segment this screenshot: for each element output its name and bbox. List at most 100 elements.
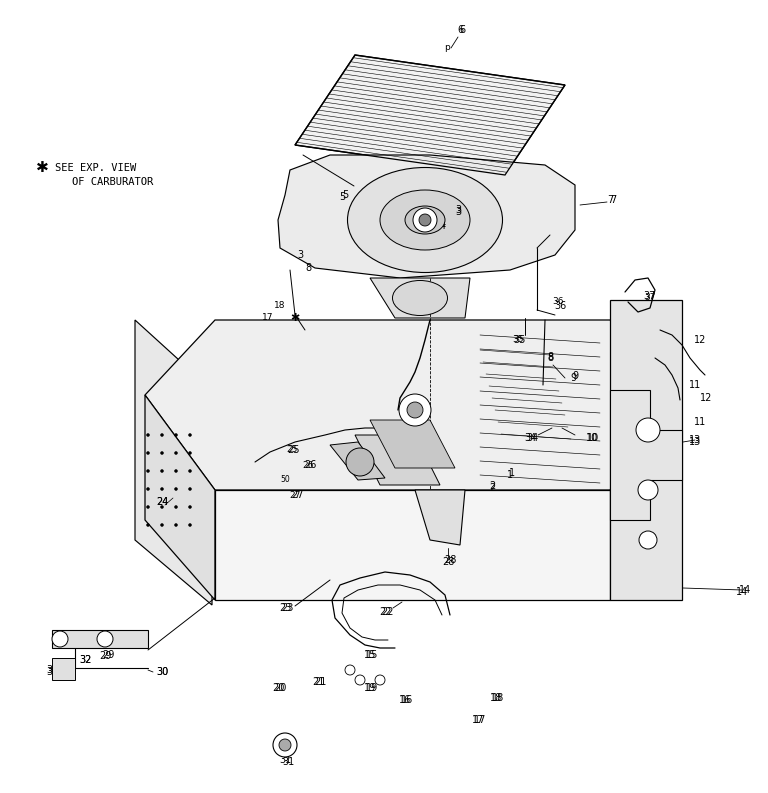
Polygon shape (370, 420, 455, 468)
Circle shape (188, 434, 191, 436)
Text: 18: 18 (490, 693, 502, 703)
Text: 17: 17 (472, 715, 484, 725)
Text: 9: 9 (572, 371, 578, 381)
Text: 20: 20 (274, 683, 286, 693)
Text: 11: 11 (694, 417, 706, 427)
Text: 6: 6 (459, 25, 465, 35)
Text: 17: 17 (262, 313, 273, 323)
Polygon shape (215, 490, 610, 600)
Text: 36: 36 (554, 301, 566, 311)
Circle shape (174, 505, 177, 508)
Text: p: p (444, 43, 450, 52)
Circle shape (161, 451, 164, 454)
Circle shape (188, 451, 191, 454)
Text: 23: 23 (279, 603, 291, 613)
Text: 15: 15 (366, 650, 378, 660)
Circle shape (638, 480, 658, 500)
Text: 26: 26 (304, 460, 316, 470)
Circle shape (161, 434, 164, 436)
Circle shape (147, 469, 150, 473)
Text: 31: 31 (279, 755, 291, 765)
Text: 29: 29 (99, 651, 111, 661)
Text: ✱: ✱ (35, 160, 48, 175)
Circle shape (188, 469, 191, 473)
Text: 20: 20 (272, 683, 284, 693)
Polygon shape (355, 435, 440, 485)
Text: 4: 4 (440, 219, 446, 229)
Text: 25: 25 (286, 446, 298, 454)
Text: 7: 7 (610, 195, 616, 205)
Circle shape (355, 675, 365, 685)
Circle shape (636, 418, 660, 442)
Text: 13: 13 (689, 435, 701, 445)
Text: 13: 13 (689, 437, 701, 447)
Text: 6: 6 (457, 25, 463, 35)
Circle shape (147, 505, 150, 508)
Text: 8: 8 (547, 353, 553, 363)
Text: 32: 32 (80, 655, 92, 665)
Text: 19: 19 (364, 683, 376, 693)
Text: 30: 30 (156, 667, 168, 677)
Circle shape (161, 523, 164, 527)
Ellipse shape (405, 206, 445, 234)
Text: 18: 18 (492, 693, 504, 703)
Circle shape (188, 488, 191, 491)
Text: 10: 10 (586, 433, 598, 443)
Polygon shape (610, 390, 682, 520)
Circle shape (174, 488, 177, 491)
Circle shape (297, 330, 317, 350)
Text: 5: 5 (339, 192, 345, 202)
Text: 3: 3 (297, 250, 303, 260)
Text: 1: 1 (507, 470, 513, 480)
Text: 9: 9 (570, 373, 576, 383)
Text: 18: 18 (274, 301, 286, 309)
Text: 27: 27 (290, 491, 301, 500)
Text: 21: 21 (312, 677, 324, 687)
Circle shape (273, 733, 297, 757)
Polygon shape (610, 300, 682, 600)
Circle shape (419, 214, 431, 226)
Circle shape (188, 505, 191, 508)
Text: 37: 37 (644, 293, 656, 302)
Text: 16: 16 (401, 695, 413, 705)
Circle shape (52, 631, 68, 647)
Circle shape (346, 448, 374, 476)
Polygon shape (145, 320, 680, 490)
Polygon shape (52, 630, 148, 648)
Text: 22: 22 (381, 607, 393, 617)
Text: 35: 35 (514, 335, 526, 345)
Polygon shape (370, 278, 470, 318)
Text: 17: 17 (474, 715, 486, 725)
Text: 31: 31 (282, 757, 294, 767)
Circle shape (279, 739, 291, 751)
Text: 34: 34 (526, 433, 538, 443)
Text: 24: 24 (156, 497, 168, 507)
Text: 33: 33 (46, 667, 58, 677)
Text: 27: 27 (292, 490, 304, 500)
Ellipse shape (380, 190, 470, 250)
Polygon shape (52, 658, 75, 680)
Circle shape (161, 505, 164, 508)
Text: 35: 35 (512, 335, 524, 344)
Text: 14: 14 (739, 585, 751, 595)
Text: 3: 3 (455, 207, 461, 217)
Text: 32: 32 (79, 655, 91, 665)
Text: ✱: ✱ (290, 313, 300, 323)
Circle shape (399, 394, 431, 426)
Circle shape (147, 434, 150, 436)
Text: OF CARBURATOR: OF CARBURATOR (72, 177, 154, 187)
Circle shape (161, 488, 164, 491)
Circle shape (188, 523, 191, 527)
Ellipse shape (392, 281, 448, 316)
Text: 11: 11 (689, 380, 701, 390)
Ellipse shape (347, 167, 502, 273)
Text: 4: 4 (440, 221, 446, 231)
Text: 28: 28 (442, 557, 454, 567)
Text: 7: 7 (607, 195, 613, 205)
Text: 2: 2 (489, 481, 495, 491)
Circle shape (161, 469, 164, 473)
Text: 36: 36 (552, 297, 564, 307)
Text: 8: 8 (305, 263, 311, 273)
Circle shape (639, 531, 657, 549)
Text: 5: 5 (342, 190, 348, 200)
